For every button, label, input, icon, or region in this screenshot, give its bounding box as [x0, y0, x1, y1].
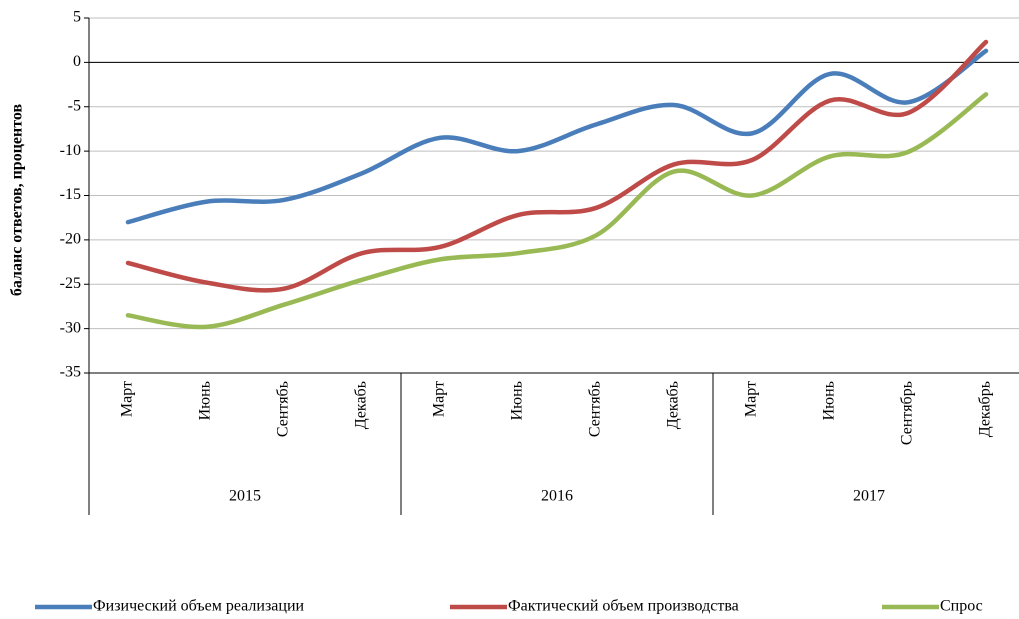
y-tick-label: -15 — [60, 186, 81, 203]
x-tick-label: Сентябь — [587, 381, 604, 437]
group-label: 2017 — [853, 488, 885, 505]
y-tick-label: -10 — [60, 142, 81, 159]
y-tick-label: -35 — [60, 364, 81, 381]
legend-label: Фактический объем производства — [508, 598, 739, 615]
series-line — [125, 92, 989, 330]
series-line — [125, 39, 989, 293]
x-tick-label: Июнь — [197, 381, 214, 420]
y-tick-label: -20 — [60, 231, 81, 248]
y-tick-label: 0 — [73, 53, 81, 70]
group-label: 2016 — [541, 488, 573, 505]
x-tick-label: Декабь — [353, 381, 370, 429]
y-tick-label: -5 — [68, 97, 81, 114]
y-tick-label: -25 — [60, 275, 81, 292]
legend-label: Спрос — [940, 598, 983, 615]
y-axis-label: баланс ответов, процентов — [9, 104, 26, 297]
x-tick-label: Март — [743, 381, 760, 417]
x-tick-label: Март — [119, 381, 136, 417]
x-tick-label: Декабрь — [977, 381, 994, 437]
y-tick-label: 5 — [73, 9, 81, 26]
x-tick-label: Июнь — [509, 381, 526, 420]
group-label: 2015 — [229, 488, 261, 505]
x-tick-label: Декабь — [665, 381, 682, 429]
x-tick-label: Июнь — [821, 381, 838, 420]
x-tick-label: Март — [431, 381, 448, 417]
legend-label: Физический объем реализации — [93, 598, 305, 615]
x-tick-label: Сентябь — [275, 381, 292, 437]
y-tick-label: -30 — [60, 319, 81, 336]
series-line — [125, 48, 989, 225]
x-tick-label: Сентябрь — [899, 381, 916, 445]
